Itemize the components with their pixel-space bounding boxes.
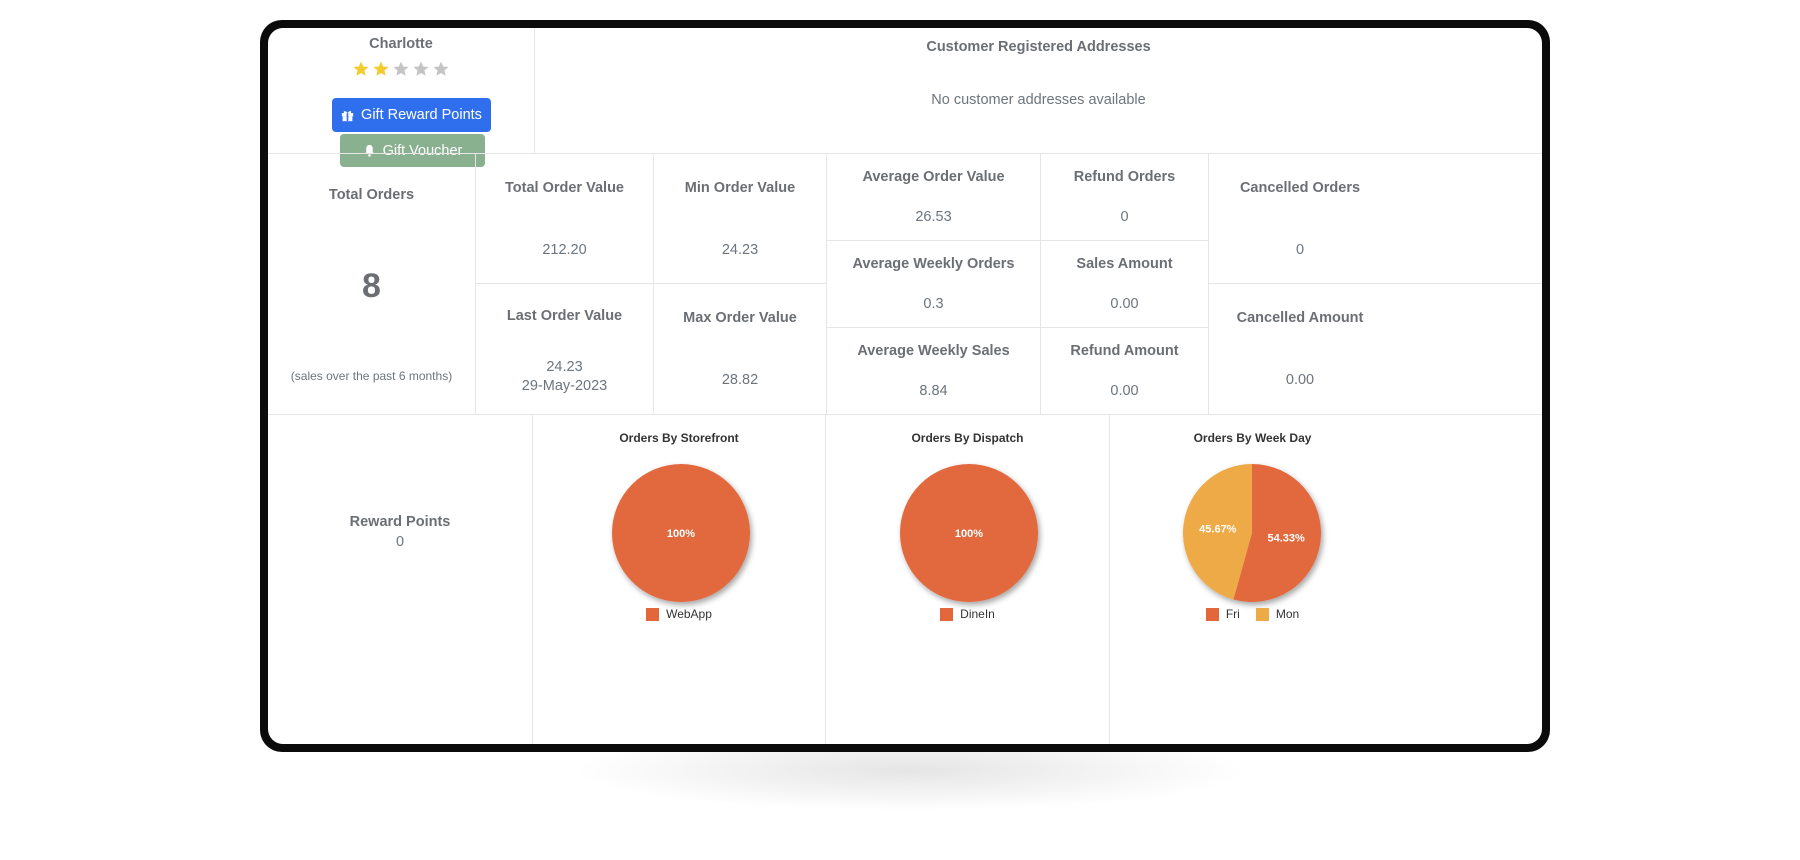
total-orders-card: Total Orders 8 (sales over the past 6 mo… — [268, 153, 475, 415]
pie-slice-webapp[interactable] — [612, 464, 750, 602]
total-order-value-card: Total Order Value 212.20 — [475, 153, 653, 284]
refund-orders-card: Refund Orders 0 — [1040, 153, 1208, 241]
legend-label: DineIn — [960, 607, 995, 621]
gift-icon — [341, 110, 354, 121]
storefront-chart-panel: Orders By Storefront 100% WebApp — [532, 414, 825, 744]
average-weekly-orders-card: Average Weekly Orders 0.3 — [826, 240, 1040, 328]
pie-slice-mon[interactable] — [1183, 464, 1252, 600]
cancelled-orders-card: Cancelled Orders 0 — [1208, 153, 1542, 284]
legend-item-mon[interactable]: Mon — [1255, 607, 1300, 621]
max-order-value: 28.82 — [721, 372, 759, 388]
refund-amount-value: 0.00 — [1110, 383, 1139, 399]
last-order-value-card: Last Order Value 24.23 29-May-2023 — [475, 283, 653, 415]
storefront-pie-chart: 100% — [612, 464, 750, 602]
sales-amount-label: Sales Amount — [1076, 256, 1173, 272]
pie-slice-fri[interactable] — [1233, 464, 1321, 602]
last-order-date: 29-May-2023 — [521, 378, 608, 394]
pie-data-label: 100% — [667, 528, 695, 540]
legend-label: Fri — [1225, 607, 1240, 621]
reward-points-label: Reward Points — [349, 514, 451, 530]
average-order-value: 26.53 — [915, 209, 952, 225]
device-frame: Charlotte Gift Reward Points Gift Vouche… — [260, 20, 1550, 752]
average-weekly-orders-value: 0.3 — [923, 296, 944, 312]
max-order-value-label: Max Order Value — [683, 310, 797, 326]
chart-title: Orders By Dispatch — [911, 431, 1024, 445]
average-weekly-sales-label: Average Weekly Sales — [857, 343, 1010, 359]
min-order-value: 24.23 — [721, 242, 759, 258]
max-order-value-card: Max Order Value 28.82 — [653, 283, 826, 415]
gift-reward-points-button[interactable]: Gift Reward Points — [332, 98, 491, 132]
sales-amount-card: Sales Amount 0.00 — [1040, 240, 1208, 328]
refund-amount-card: Refund Amount 0.00 — [1040, 327, 1208, 415]
chart-title: Orders By Week Day — [1193, 431, 1312, 445]
reward-points-value: 0 — [395, 534, 405, 550]
last-order-value: 24.23 — [546, 359, 583, 375]
weekday-chart-panel: Orders By Week Day 54.33% 45.67% Fri Mon — [1109, 414, 1542, 744]
addresses-empty-message: No customer addresses available — [931, 92, 1146, 108]
chart-legend: DineIn — [826, 607, 1109, 621]
chart-legend: Fri Mon — [1110, 607, 1395, 621]
average-weekly-sales-card: Average Weekly Sales 8.84 — [826, 327, 1040, 415]
pie-data-label: 100% — [955, 528, 983, 540]
total-orders-note: (sales over the past 6 months) — [290, 369, 453, 383]
legend-item-dinein[interactable]: DineIn — [940, 607, 995, 621]
average-weekly-sales-value: 8.84 — [919, 383, 948, 399]
chart-legend: WebApp — [533, 607, 825, 621]
legend-label: Mon — [1275, 607, 1300, 621]
min-order-value-card: Min Order Value 24.23 — [653, 153, 826, 284]
refund-orders-label: Refund Orders — [1073, 169, 1176, 185]
customer-dashboard: Charlotte Gift Reward Points Gift Vouche… — [268, 28, 1542, 744]
gift-reward-points-label: Gift Reward Points — [361, 107, 482, 123]
average-order-value-card: Average Order Value 26.53 — [826, 153, 1040, 241]
dispatch-chart-panel: Orders By Dispatch 100% DineIn — [825, 414, 1109, 744]
cancelled-amount-label: Cancelled Amount — [1236, 310, 1364, 326]
legend-item-webapp[interactable]: WebApp — [646, 607, 712, 621]
legend-swatch — [1205, 607, 1219, 621]
pie-data-label: 45.67% — [1199, 523, 1237, 535]
refund-orders-value: 0 — [1120, 209, 1129, 225]
cancelled-amount-value: 0.00 — [1285, 372, 1315, 388]
addresses-title: Customer Registered Addresses — [926, 39, 1151, 55]
refund-amount-label: Refund Amount — [1070, 343, 1179, 359]
sales-amount-value: 0.00 — [1110, 296, 1139, 312]
reward-points-card: Reward Points 0 — [268, 414, 532, 744]
total-orders-label: Total Orders — [328, 187, 415, 203]
gift-voucher-label: Gift Voucher — [382, 142, 463, 159]
legend-swatch — [940, 607, 954, 621]
cancelled-orders-value: 0 — [1295, 242, 1305, 258]
gift-voucher-button[interactable]: Gift Voucher — [340, 134, 485, 167]
dispatch-pie-chart: 100% — [900, 464, 1038, 602]
total-order-value-label: Total Order Value — [505, 180, 624, 196]
star-icon — [353, 61, 369, 76]
legend-swatch — [1255, 607, 1269, 621]
cancelled-orders-label: Cancelled Orders — [1239, 180, 1361, 196]
pie-data-label: 54.33% — [1268, 533, 1306, 545]
profile-panel: Charlotte Gift Reward Points Gift Vouche… — [268, 28, 534, 167]
customer-name: Charlotte — [369, 36, 433, 52]
bell-icon — [364, 144, 374, 157]
average-weekly-orders-label: Average Weekly Orders — [852, 256, 1015, 272]
cancelled-amount-card: Cancelled Amount 0.00 — [1208, 283, 1542, 415]
chart-title: Orders By Storefront — [619, 431, 739, 445]
weekday-pie-chart: 54.33% 45.67% — [1183, 464, 1321, 602]
pie-slice-dinein[interactable] — [900, 464, 1038, 602]
legend-swatch — [646, 607, 660, 621]
rating-stars — [268, 60, 534, 78]
addresses-panel: Customer Registered Addresses No custome… — [534, 28, 1542, 154]
total-order-value: 212.20 — [542, 242, 587, 258]
last-order-value-label: Last Order Value — [506, 308, 623, 324]
star-icon — [413, 61, 429, 76]
star-icon — [433, 61, 449, 76]
average-order-value-label: Average Order Value — [862, 169, 1005, 185]
legend-item-fri[interactable]: Fri — [1205, 607, 1240, 621]
legend-label: WebApp — [666, 607, 712, 621]
star-icon — [373, 61, 389, 76]
star-icon — [393, 61, 409, 76]
min-order-value-label: Min Order Value — [684, 180, 796, 196]
total-orders-value: 8 — [362, 267, 381, 305]
